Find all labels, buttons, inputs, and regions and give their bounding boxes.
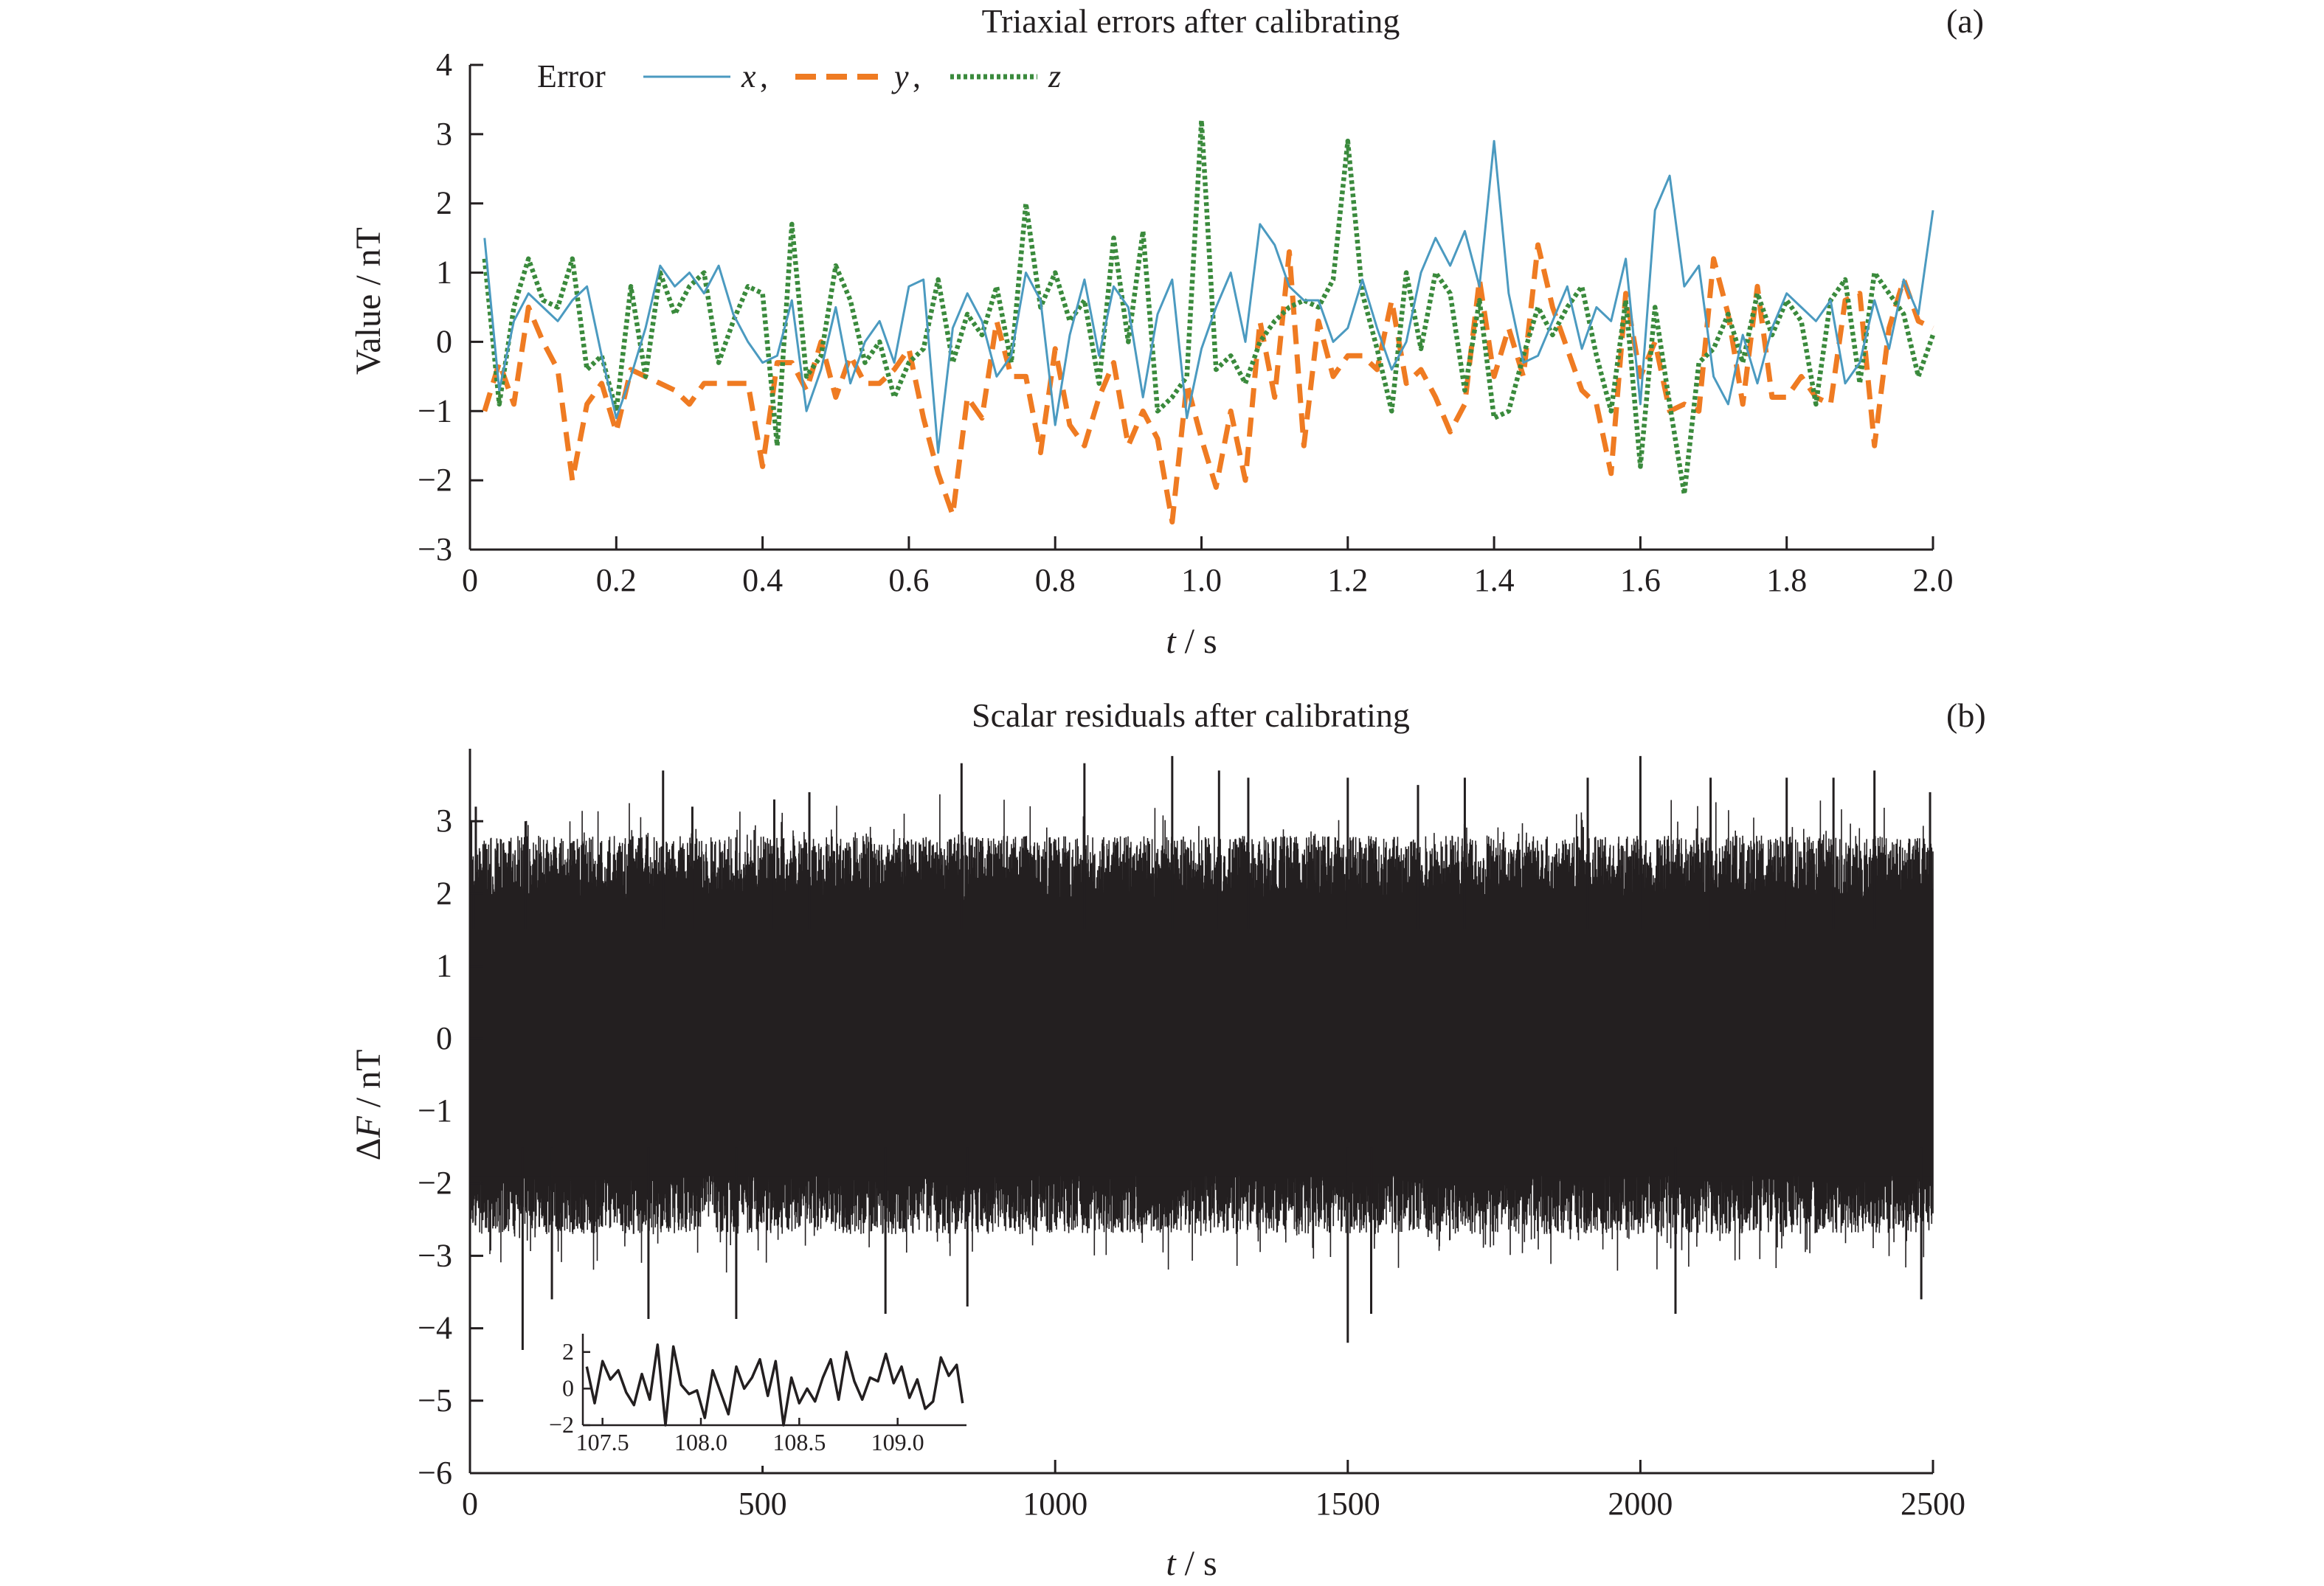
panel-b: Scalar residuals after calibrating (b) Δ…	[349, 696, 1986, 1583]
series-line-y	[482, 242, 1934, 524]
panel-a-x-tick-label: 1.6	[1620, 562, 1661, 598]
panel-b-y-tick-label: 0	[436, 1020, 452, 1056]
panel-a-x-tick-label: 0	[462, 562, 478, 598]
panel-a-y-tick-label: 4	[436, 46, 452, 83]
inset-x-tick-label: 108.5	[772, 1429, 826, 1455]
panel-a-tag: (a)	[1946, 2, 1984, 40]
panel-a-x-tick-label: 2.0	[1913, 562, 1954, 598]
panel-a: Triaxial errors after calibrating (a) Va…	[349, 2, 1984, 661]
panel-b-x-tick-label: 1500	[1315, 1486, 1380, 1522]
panel-a-xlabel-unit: / s	[1176, 622, 1217, 661]
panel-b-y-tick-label: 3	[436, 803, 452, 839]
panel-a-xlabel: t / s	[1166, 622, 1217, 661]
inset-x-tick-label: 109.0	[871, 1429, 924, 1455]
panel-b-y-tick-label: 2	[436, 875, 452, 911]
panel-a-y-tick-label: 2	[436, 185, 452, 221]
panel-a-x-tick-label: 1.4	[1474, 562, 1515, 598]
series-line-x	[483, 139, 1934, 454]
panel-a-y-tick-label: −1	[418, 392, 452, 429]
series-line-z	[482, 117, 1936, 497]
panel-b-series	[468, 749, 1934, 1351]
panel-b-axes: −6 −5 −4 −3 −2 −1 0 1 2 3 0 500 1000 1500 2000 2500	[418, 749, 1965, 1522]
inset-y-tick-label: 2	[562, 1338, 574, 1365]
panel-a-x-tick-label: 0.4	[742, 562, 783, 598]
residual-core-band	[470, 901, 1933, 1177]
panel-a-ylabel: Value / nT	[349, 227, 388, 375]
panel-a-x-tick-label: 1.8	[1766, 562, 1807, 598]
panel-b-xlabel: t / s	[1166, 1544, 1217, 1583]
legend-sep-x: ,	[760, 58, 768, 94]
panel-a-xlabel-var: t	[1166, 622, 1177, 661]
panel-a-y-tick-label: −2	[418, 462, 452, 498]
panel-a-y-tick-label: 0	[436, 323, 452, 359]
panel-a-x-tick-label: 0.8	[1035, 562, 1076, 598]
inset-background	[539, 1319, 1011, 1466]
inset-y-tick-label: 0	[562, 1374, 574, 1401]
inset-x-tick-label: 107.5	[576, 1429, 629, 1455]
panel-b-xlabel-var: t	[1166, 1544, 1177, 1583]
panel-b-inset: −2 0 2 107.5 108.0 108.5 109.0	[539, 1319, 1011, 1466]
inset-x-tick-label: 108.0	[674, 1429, 727, 1455]
legend-label-z: z	[1048, 58, 1061, 94]
legend-label-y: y	[891, 58, 909, 94]
panel-a-y-tick-label: 1	[436, 254, 452, 291]
panel-b-x-tick-label: 1000	[1023, 1486, 1087, 1522]
panel-a-x-tick-label: 0.2	[596, 562, 637, 598]
panel-b-y-tick-label: −4	[418, 1310, 452, 1346]
panel-b-y-tick-label: −1	[418, 1092, 452, 1129]
panel-b-y-tick-label: −6	[418, 1455, 452, 1491]
panel-b-x-tick-label: 0	[462, 1486, 478, 1522]
legend-label-x: x	[741, 58, 756, 94]
panel-a-x-tick-label: 1.2	[1327, 562, 1368, 598]
panel-b-ylabel-var: F	[349, 1116, 388, 1139]
panel-a-series	[482, 117, 1936, 524]
inset-y-tick-label: −2	[549, 1411, 574, 1438]
panel-b-ylabel-unit: / nT	[349, 1050, 388, 1117]
panel-b-tag: (b)	[1946, 696, 1986, 734]
panel-b-x-tick-label: 500	[739, 1486, 787, 1522]
panel-a-legend: Error x , y , z	[537, 58, 1061, 94]
panel-a-y-tick-label: 3	[436, 116, 452, 152]
legend-title: Error	[537, 58, 606, 94]
panel-b-ylabel-prefix: Δ	[349, 1138, 388, 1161]
panel-b-ylabel: ΔF / nT	[349, 1050, 388, 1161]
panel-b-y-tick-label: −5	[418, 1382, 452, 1419]
panel-b-y-tick-label: −2	[418, 1165, 452, 1201]
panel-a-title: Triaxial errors after calibrating	[982, 2, 1400, 40]
panel-b-xlabel-unit: / s	[1176, 1544, 1217, 1583]
panel-a-y-tick-label: −3	[418, 531, 452, 567]
legend-sep-y: ,	[913, 58, 921, 94]
panel-a-axes: −3 −2 −1 0 1 2 3 4 0 0.2 0.4 0.6 0.8 1.0 1.2 1.4 1.6 1.8 2…	[418, 46, 1953, 598]
panel-a-x-tick-label: 0.6	[888, 562, 929, 598]
panel-b-x-tick-label: 2500	[1901, 1486, 1965, 1522]
panel-b-title: Scalar residuals after calibrating	[972, 696, 1410, 734]
panel-b-y-tick-label: 1	[436, 948, 452, 984]
inset-series-line	[585, 1343, 964, 1427]
panel-a-x-tick-label: 1.0	[1181, 562, 1222, 598]
panel-b-x-tick-label: 2000	[1608, 1486, 1673, 1522]
panel-b-y-tick-label: −3	[418, 1237, 452, 1273]
